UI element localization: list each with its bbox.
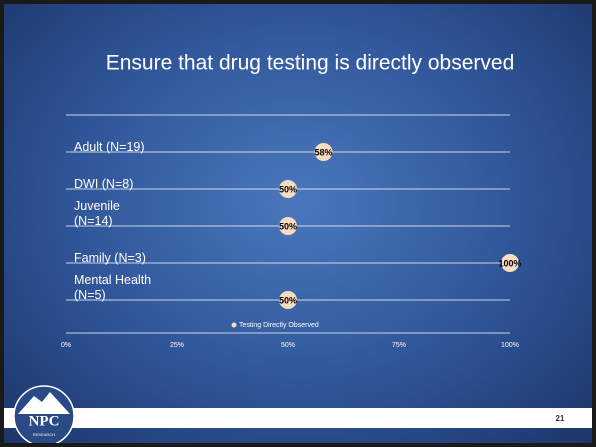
dot: [314, 143, 333, 161]
data-label: 50%: [279, 295, 297, 305]
x-tick-label: 0%: [61, 342, 71, 349]
logo-subtitle: RESEARCH: [33, 432, 55, 437]
category-label: DWI (N=8): [74, 177, 134, 191]
dot: [279, 180, 297, 198]
category-label: Adult (N=19): [74, 140, 145, 154]
dot: [279, 291, 297, 309]
chart-title: Ensure that drug testing is directly obs…: [106, 52, 515, 75]
legend-label: Testing Directly Observed: [239, 322, 319, 329]
logo-badge: [13, 385, 75, 443]
data-label: 50%: [279, 221, 297, 231]
legend-marker: [231, 322, 237, 328]
data-label: 58%: [315, 147, 333, 157]
dot: [501, 254, 519, 272]
x-tick-label: 25%: [170, 342, 184, 349]
logo: NPC RESEARCH: [13, 385, 75, 443]
logo-text: NPC: [29, 413, 60, 429]
dot: [279, 217, 297, 235]
x-tick-label: 75%: [392, 342, 406, 349]
data-label: 100%: [498, 258, 521, 268]
x-tick-label: 50%: [281, 342, 295, 349]
category-label: Juvenile (N=14): [74, 199, 120, 228]
slide-number: 21: [556, 414, 565, 423]
logo-mountain: [18, 392, 70, 414]
category-label: Mental Health (N=5): [74, 273, 152, 302]
x-tick-label: 100%: [501, 342, 519, 349]
chart: Ensure that drug testing is directly obs…: [4, 52, 592, 443]
footer-bar: [4, 408, 592, 428]
data-label: 50%: [279, 184, 297, 194]
category-label: Family (N=3): [74, 251, 146, 265]
